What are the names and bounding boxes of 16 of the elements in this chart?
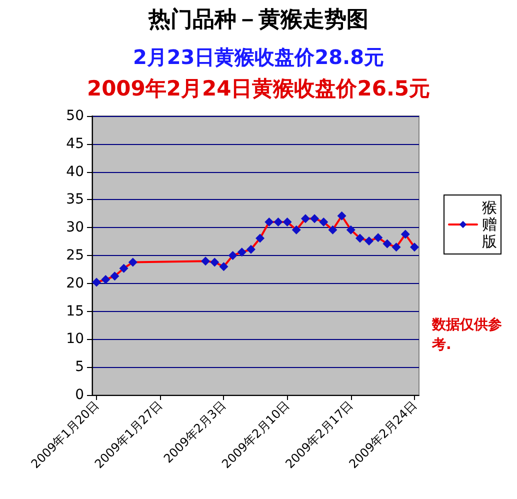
chart-subtitle: 2月23日黄猴收盘价28.8元 (132, 45, 384, 69)
legend-label: 猴赠版 (482, 198, 497, 250)
y-tick-label: 50 (66, 108, 84, 124)
y-tick-label: 40 (66, 164, 84, 180)
y-tick-label: 5 (75, 359, 84, 376)
y-tick-label: 45 (66, 136, 84, 152)
text: 数据仅供参考. (431, 316, 502, 353)
y-tick-label: 10 (66, 331, 84, 348)
y-tick-label: 15 (66, 303, 84, 320)
y-tick-label: 20 (66, 275, 84, 292)
chart-title: 热门品种－黄猴走势图 (148, 6, 368, 32)
y-tick-label: 35 (66, 192, 84, 208)
y-tick-label: 25 (66, 248, 84, 264)
y-tick-label: 30 (66, 220, 84, 236)
text: 2009年2月24日黄猴收盘价26.5元 (86, 76, 430, 100)
y-tick-label: 0 (75, 387, 84, 403)
